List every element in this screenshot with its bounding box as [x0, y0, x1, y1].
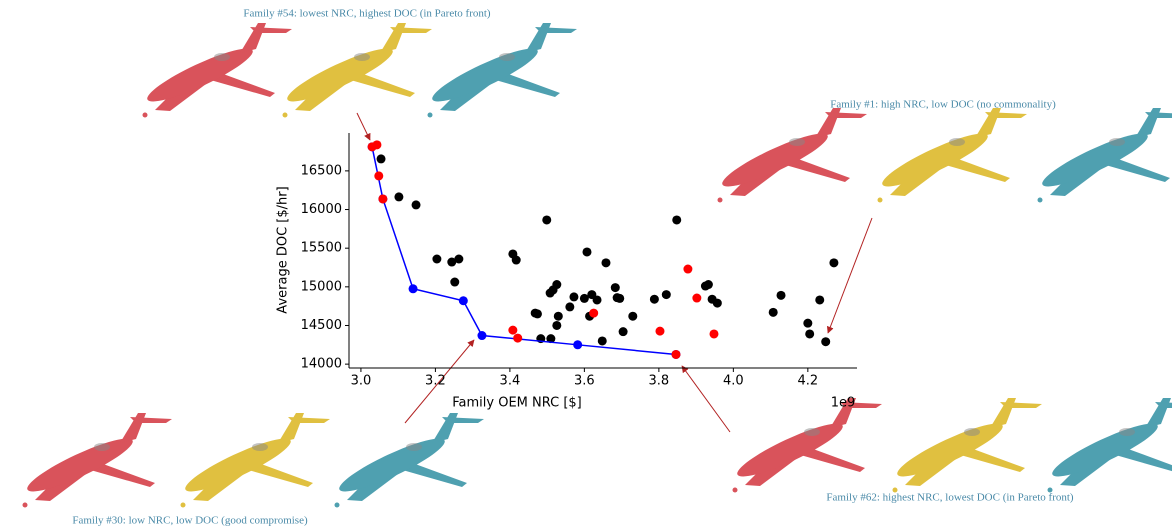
y-axis-label: Average DOC [$/hr]: [276, 186, 291, 313]
y-tick-label: 16500: [301, 163, 342, 178]
x-tick-label: 4.0: [723, 374, 744, 389]
point: [661, 290, 671, 300]
y-tick-label: 14500: [301, 318, 342, 333]
annotation: Family #30: low NRC, low DOC (good compr…: [72, 515, 308, 527]
point: [378, 194, 388, 204]
point: [671, 349, 681, 359]
point: [511, 255, 521, 265]
point: [579, 293, 589, 303]
point: [815, 295, 825, 305]
point: [615, 293, 625, 303]
aircraft-images: [22, 23, 1172, 508]
x-offset-label: 1e9: [831, 396, 856, 411]
point: [408, 284, 418, 294]
point: [582, 247, 592, 257]
x-tick-label: 3.0: [351, 374, 372, 389]
y-tick-label: 14000: [301, 357, 342, 372]
point: [394, 192, 404, 202]
point: [649, 294, 659, 304]
point: [589, 308, 599, 318]
point: [803, 318, 813, 328]
point: [513, 333, 523, 343]
pareto-line: [371, 146, 677, 356]
point: [565, 302, 575, 312]
point: [683, 264, 693, 274]
arrows: [356, 112, 873, 433]
point: [569, 292, 579, 302]
point: [712, 298, 722, 308]
point: [692, 293, 702, 303]
point: [376, 154, 386, 164]
point: [411, 200, 421, 210]
point: [553, 311, 563, 321]
x-tick-label: 4.2: [797, 374, 818, 389]
point: [776, 290, 786, 300]
point: [552, 320, 562, 330]
point: [458, 296, 468, 306]
point: [618, 327, 628, 337]
point: [597, 336, 607, 346]
x-tick-label: 3.4: [500, 374, 521, 389]
point: [821, 337, 831, 347]
point: [601, 258, 611, 268]
point: [450, 277, 460, 287]
y-tick-label: 16000: [301, 202, 342, 217]
point: [768, 307, 778, 317]
point: [610, 283, 620, 293]
point: [542, 215, 552, 225]
x-tick-label: 3.8: [649, 374, 670, 389]
annotation: Family #62: highest NRC, lowest DOC (in …: [826, 492, 1074, 504]
annotation: Family #1: high NRC, low DOC (no commona…: [830, 99, 1056, 111]
point: [432, 254, 442, 264]
x-tick-label: 3.6: [574, 374, 595, 389]
point: [532, 309, 542, 319]
point: [454, 254, 464, 264]
y-tick-label: 15500: [301, 241, 342, 256]
annotation: Family #54: lowest NRC, highest DOC (in …: [243, 8, 491, 20]
point: [546, 334, 556, 344]
point: [374, 171, 384, 181]
point: [447, 257, 457, 267]
x-tick-label: 3.2: [425, 374, 446, 389]
point: [703, 280, 713, 290]
point: [829, 258, 839, 268]
point: [573, 340, 583, 350]
point: [628, 311, 638, 321]
point: [587, 290, 597, 300]
x-axis-label: Family OEM NRC [$]: [452, 396, 582, 411]
point: [672, 215, 682, 225]
point: [508, 325, 518, 335]
point: [477, 331, 487, 341]
y-tick-label: 15000: [301, 279, 342, 294]
point: [655, 326, 665, 336]
point: [552, 280, 562, 290]
point: [709, 329, 719, 339]
point: [805, 329, 815, 339]
point: [372, 140, 382, 150]
